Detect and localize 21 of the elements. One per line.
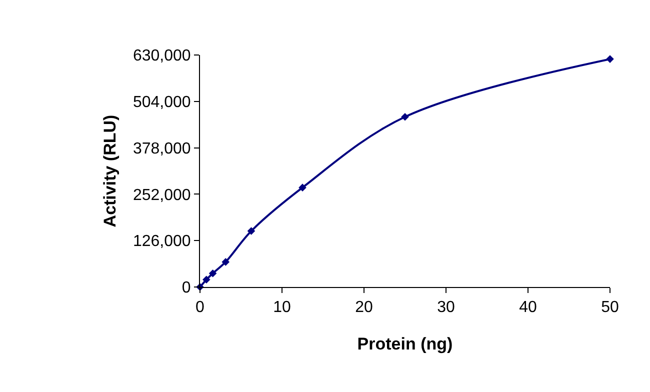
y-tick-label: 378,000 bbox=[132, 140, 191, 158]
x-tick-label: 10 bbox=[273, 299, 291, 316]
y-axis-title: Activity (RLU) bbox=[100, 114, 120, 228]
x-axis-title: Protein (ng) bbox=[357, 334, 453, 354]
point bbox=[298, 184, 306, 192]
point bbox=[222, 258, 230, 266]
point bbox=[208, 269, 217, 278]
y-tick-label: 630,000 bbox=[132, 48, 191, 65]
y-tick-label: 0 bbox=[182, 280, 191, 297]
point bbox=[401, 112, 409, 121]
point bbox=[202, 276, 210, 284]
x-tick-label: 40 bbox=[519, 299, 537, 316]
y-tick-label: 252,000 bbox=[132, 186, 191, 204]
y-tick-label: 504,000 bbox=[132, 94, 191, 111]
y-tick-label: 126,000 bbox=[132, 233, 191, 250]
x-tick-label: 0 bbox=[196, 299, 205, 316]
x-tick-label: 20 bbox=[355, 299, 373, 316]
x-tick-label: 50 bbox=[601, 299, 619, 316]
point bbox=[606, 55, 614, 63]
point bbox=[247, 227, 256, 235]
x-tick-label: 30 bbox=[437, 299, 455, 316]
